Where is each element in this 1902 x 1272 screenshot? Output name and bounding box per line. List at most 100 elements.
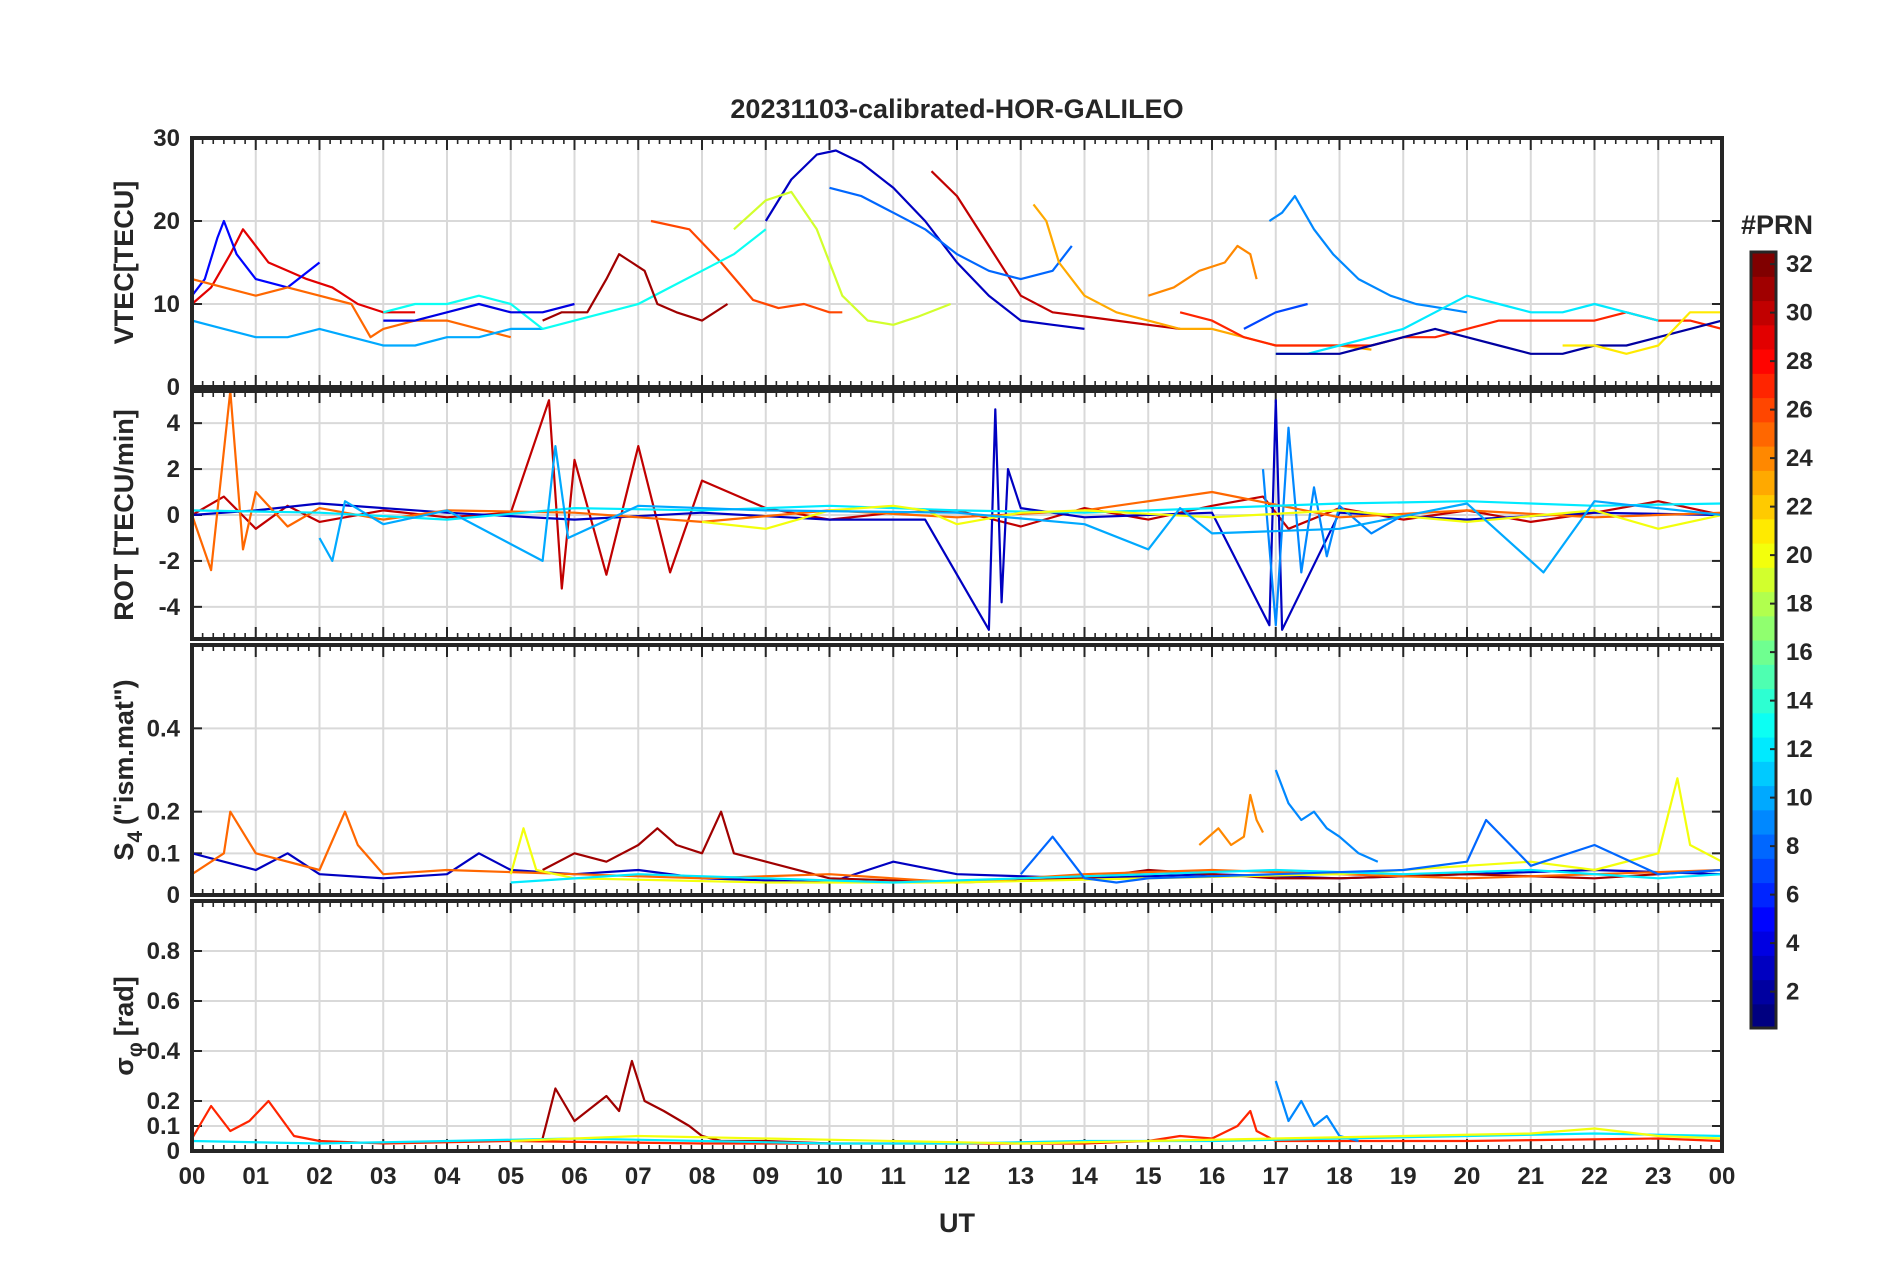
y-tick-label: 0 — [167, 882, 180, 909]
series-line-prn-24 — [1147, 244, 1258, 297]
y-axis-label-main: ROT [TECU/min] — [109, 409, 139, 620]
y-axis-label: S4 ("ism.mat") — [109, 679, 147, 860]
colorbar-label: #PRN — [1741, 210, 1813, 240]
x-tick-label: 01 — [242, 1163, 269, 1190]
panel-vtec: 0 10 20 30 VTEC[TECU] — [109, 125, 1724, 401]
series-line-prn-9 — [1274, 1080, 1359, 1143]
series-line-prn-21 — [1562, 311, 1722, 355]
colorbar-tick-label: 16 — [1786, 639, 1813, 666]
series-line-prn-10 — [192, 319, 543, 347]
y-tick-label: 0.8 — [147, 938, 180, 965]
series-line-prn-12 — [192, 500, 1722, 521]
y-axis-label: σφ [rad] — [109, 976, 147, 1076]
y-tick-label: 2 — [167, 456, 180, 483]
colorbar-tick-label: 22 — [1786, 494, 1813, 521]
x-tick-label: 13 — [1007, 1163, 1034, 1190]
colorbar-tick-label: 18 — [1786, 591, 1813, 618]
series-group-vtec — [192, 149, 1722, 355]
x-tick-label: 16 — [1199, 1163, 1226, 1190]
y-tick-label: 0.1 — [147, 840, 180, 867]
colorbar-swatch — [1751, 809, 1776, 835]
series-line-prn-3 — [192, 399, 1722, 631]
chart-title: 20231103-calibrated-HOR-GALILEO — [730, 94, 1183, 124]
series-line-prn-5 — [192, 219, 321, 297]
colorbar-tick-label: 32 — [1786, 251, 1813, 278]
x-tick-label: 22 — [1581, 1163, 1608, 1190]
series-line-prn-8 — [829, 186, 1073, 281]
y-axis-label-subscript: φ — [124, 1042, 147, 1057]
x-tick-label: 20 — [1454, 1163, 1481, 1190]
y-axis-label-main: VTEC[TECU] — [109, 181, 139, 345]
x-tick-label: 15 — [1135, 1163, 1162, 1190]
y-tick-label: 20 — [153, 208, 180, 235]
series-line-prn-20 — [510, 1127, 1722, 1145]
y-axis-label-main: S — [109, 843, 139, 861]
x-tick-label: 17 — [1262, 1163, 1289, 1190]
colorbar-swatch — [1751, 1003, 1776, 1029]
y-tick-label: 0.2 — [147, 1088, 180, 1115]
series-group-rot — [192, 391, 1722, 631]
series-line-prn-3 — [764, 149, 1085, 330]
colorbar-frame — [1749, 250, 1778, 1030]
y-axis-label: ROT [TECU/min] — [109, 409, 139, 620]
x-tick-label: 06 — [561, 1163, 588, 1190]
y-tick-label: 0.6 — [147, 988, 180, 1015]
colorbar-tick-label: 30 — [1786, 300, 1813, 327]
y-axis-label-suffix: [rad] — [109, 976, 139, 1036]
x-tick-label: 12 — [944, 1163, 971, 1190]
colorbar-swatch — [1751, 373, 1776, 399]
series-line-prn-31 — [542, 253, 729, 322]
series-group-sigma_phi — [192, 1059, 1722, 1145]
series-line-prn-19 — [733, 190, 951, 326]
series-line-prn-10 — [318, 445, 1722, 574]
x-tick-label: 21 — [1517, 1163, 1544, 1190]
colorbar-swatch — [1751, 906, 1776, 932]
colorbar-tick-label: 24 — [1786, 445, 1813, 472]
y-tick-label: 0.2 — [147, 799, 180, 826]
y-tick-label: 0 — [167, 1138, 180, 1165]
x-tick-label: 11 — [881, 1163, 906, 1190]
x-tick-label: 07 — [625, 1163, 652, 1190]
series-line-prn-12 — [192, 1132, 1722, 1145]
x-tick-label: 19 — [1390, 1163, 1417, 1190]
x-axis-label: UT — [939, 1208, 975, 1238]
x-tick-label: 09 — [752, 1163, 779, 1190]
colorbar-tick-label: 28 — [1786, 348, 1813, 375]
series-line-prn-31 — [541, 1059, 830, 1145]
series-line-prn-31 — [542, 810, 1722, 884]
colorbar-swatch — [1751, 761, 1776, 787]
y-tick-label: 10 — [153, 291, 180, 318]
x-tick-label: 18 — [1326, 1163, 1353, 1190]
colorbar-tick-label: 8 — [1786, 833, 1799, 860]
y-tick-label: 0 — [167, 502, 180, 529]
colorbar-tick-label: 20 — [1786, 542, 1813, 569]
y-tick-label: 0.1 — [147, 1113, 180, 1140]
colorbar-swatch — [1751, 567, 1776, 593]
series-line-prn-20 — [701, 504, 1722, 530]
x-tick-label: 00 — [1709, 1163, 1736, 1190]
x-tick-label: 00 — [179, 1163, 206, 1190]
colorbar-swatch — [1751, 276, 1776, 302]
panel-frame — [190, 136, 1724, 389]
colorbar-tick-label: 14 — [1786, 688, 1813, 715]
colorbar-tick-label: 2 — [1786, 979, 1799, 1006]
y-tick-label: -2 — [159, 548, 180, 575]
series-line-prn-12 — [1275, 294, 1659, 355]
colorbar-tick-label: 10 — [1786, 785, 1813, 812]
series-line-prn-9 — [1268, 195, 1468, 314]
y-axis-label-suffix: ("ism.mat") — [109, 679, 139, 825]
y-axis-label-subscript: 4 — [124, 831, 147, 843]
colorbar-swatch — [1751, 470, 1776, 496]
panel-s4: 0 0.1 0.2 0.4 S4 ("ism.mat") — [109, 643, 1724, 909]
colorbar-tick-label: 12 — [1786, 736, 1813, 763]
colorbar-swatch — [1751, 421, 1776, 447]
colorbar-swatch — [1751, 712, 1776, 738]
y-tick-label: 0.4 — [147, 715, 181, 742]
series-line-prn-13 — [383, 228, 767, 330]
x-tick-label: 23 — [1645, 1163, 1672, 1190]
y-axis-label: VTEC[TECU] — [109, 181, 139, 345]
series-line-prn-25 — [192, 278, 512, 339]
series-line-prn-3 — [192, 852, 1722, 884]
